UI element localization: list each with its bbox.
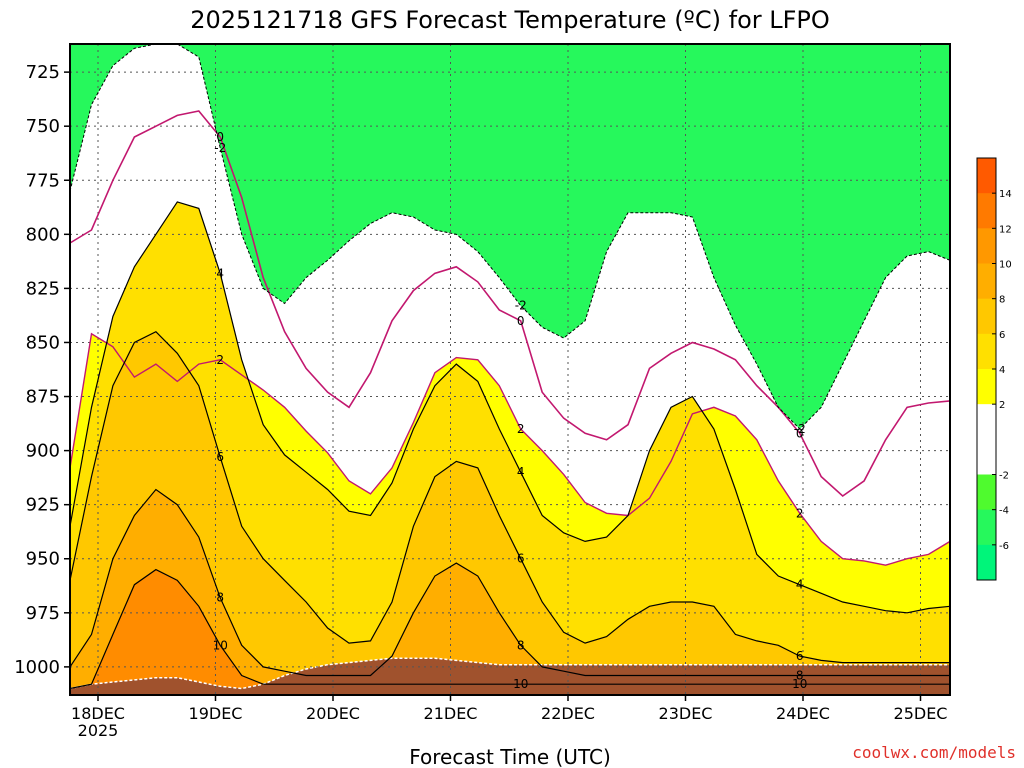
colorbar-tick-label: 4 [999,365,1005,376]
colorbar-swatch [977,544,996,581]
contour-label: 4 [796,578,804,592]
x-tick-label: 19DEC [189,704,243,723]
y-axis: 725 750 775 800 825 850 875 900 925 950 975 1000 [14,62,70,678]
colorbar-tick-label: -6 [999,541,1009,552]
band-from-4 [70,201,950,695]
colorbar-swatch [977,333,996,370]
ground-terrain [70,657,950,695]
colorbar-tick-label: 10 [999,260,1012,271]
colorbar-tick-label: 6 [999,330,1005,341]
colorbar-swatch [977,474,996,511]
x-tick-label: 24DEC [776,704,830,723]
y-tick-label: 850 [26,332,60,353]
colorbar-swatch [977,228,996,264]
y-tick-label: 900 [26,441,60,462]
colorbar-swatch [977,369,996,405]
x-tick-label: 25DEC [894,704,948,723]
contour-label: 2 [796,506,804,520]
contour-label: 0 [796,426,804,440]
colorbar-swatch [977,193,996,229]
y-tick-label: 775 [26,170,60,191]
contour-label: -2 [214,141,226,155]
contour-label: 8 [796,669,804,683]
colorbar-swatch [977,298,996,335]
x-tick-label: 23DEC [659,704,713,723]
contour-label: 0 [517,314,525,328]
contour-label: 6 [796,649,804,663]
credit-text: coolwx.com/models [852,743,1016,762]
x-axis-title: Forecast Time (UTC) [409,745,611,768]
y-tick-label: 750 [26,116,60,137]
y-tick-label: 875 [26,387,60,408]
contour-label: 0 [216,130,224,144]
colorbar-tick-label: 14 [999,189,1012,200]
y-tick-label: 725 [26,62,60,83]
contour-label: -2 [794,422,806,436]
contour-6 [70,330,950,664]
y-tick-label: 925 [26,495,60,516]
contour-2 [70,332,950,566]
contour-label: 4 [216,266,224,280]
contour-label: 10 [213,638,228,652]
plot-frame [69,43,951,696]
contour-label: 10 [513,677,528,691]
y-tick-label: 975 [26,603,60,624]
colorbar-swatch [977,509,996,546]
contour-4 [70,201,950,614]
colorbar: 14 12 10 8 6 4 2 -2 -4 -6 [976,157,1012,581]
y-tick-label: 825 [26,278,60,299]
contour--2 [70,44,950,430]
terrain-surface [70,657,950,695]
colorbar-tick-label: 12 [999,224,1012,235]
contour-label: -2 [515,299,527,313]
contour-label: 8 [216,591,224,605]
colorbar-swatch [977,158,996,194]
x-start-year-label: 2025 [78,721,119,740]
contour-label: 6 [517,552,525,566]
colorbar-tick-label: 2 [999,400,1005,411]
colorbar-swatch [977,439,996,475]
contour-label: 2 [216,353,224,367]
colorbar-tick-label: -4 [999,506,1009,517]
colorbar-swatch [977,404,996,440]
y-tick-label: 1000 [14,657,60,678]
y-tick-label: 950 [26,549,60,570]
temperature-fill-bands [70,44,950,695]
contour-label: 2 [517,422,525,436]
colorbar-tick-label: -2 [999,471,1009,482]
x-axis: 18DEC 19DEC 20DEC 21DEC 22DEC 23DEC 24DEC 25DEC [71,695,947,723]
y-tick-label: 800 [26,224,60,245]
chart-title: 2025121718 GFS Forecast Temperature (ºC)… [190,6,830,34]
contour-10 [70,568,950,690]
contour-label: 4 [517,465,525,479]
contour-8 [70,488,950,677]
contour-label: 8 [517,638,525,652]
colorbar-swatch [977,263,996,300]
colorbar-tick-label: 8 [999,295,1005,306]
contour-label: 6 [216,450,224,464]
x-tick-label: 22DEC [541,704,595,723]
x-tick-label: 21DEC [424,704,478,723]
x-tick-label: 20DEC [306,704,360,723]
x-tick-label: 18DEC [71,704,125,723]
band-from-6 [70,331,950,695]
contour-label: 10 [792,677,807,691]
